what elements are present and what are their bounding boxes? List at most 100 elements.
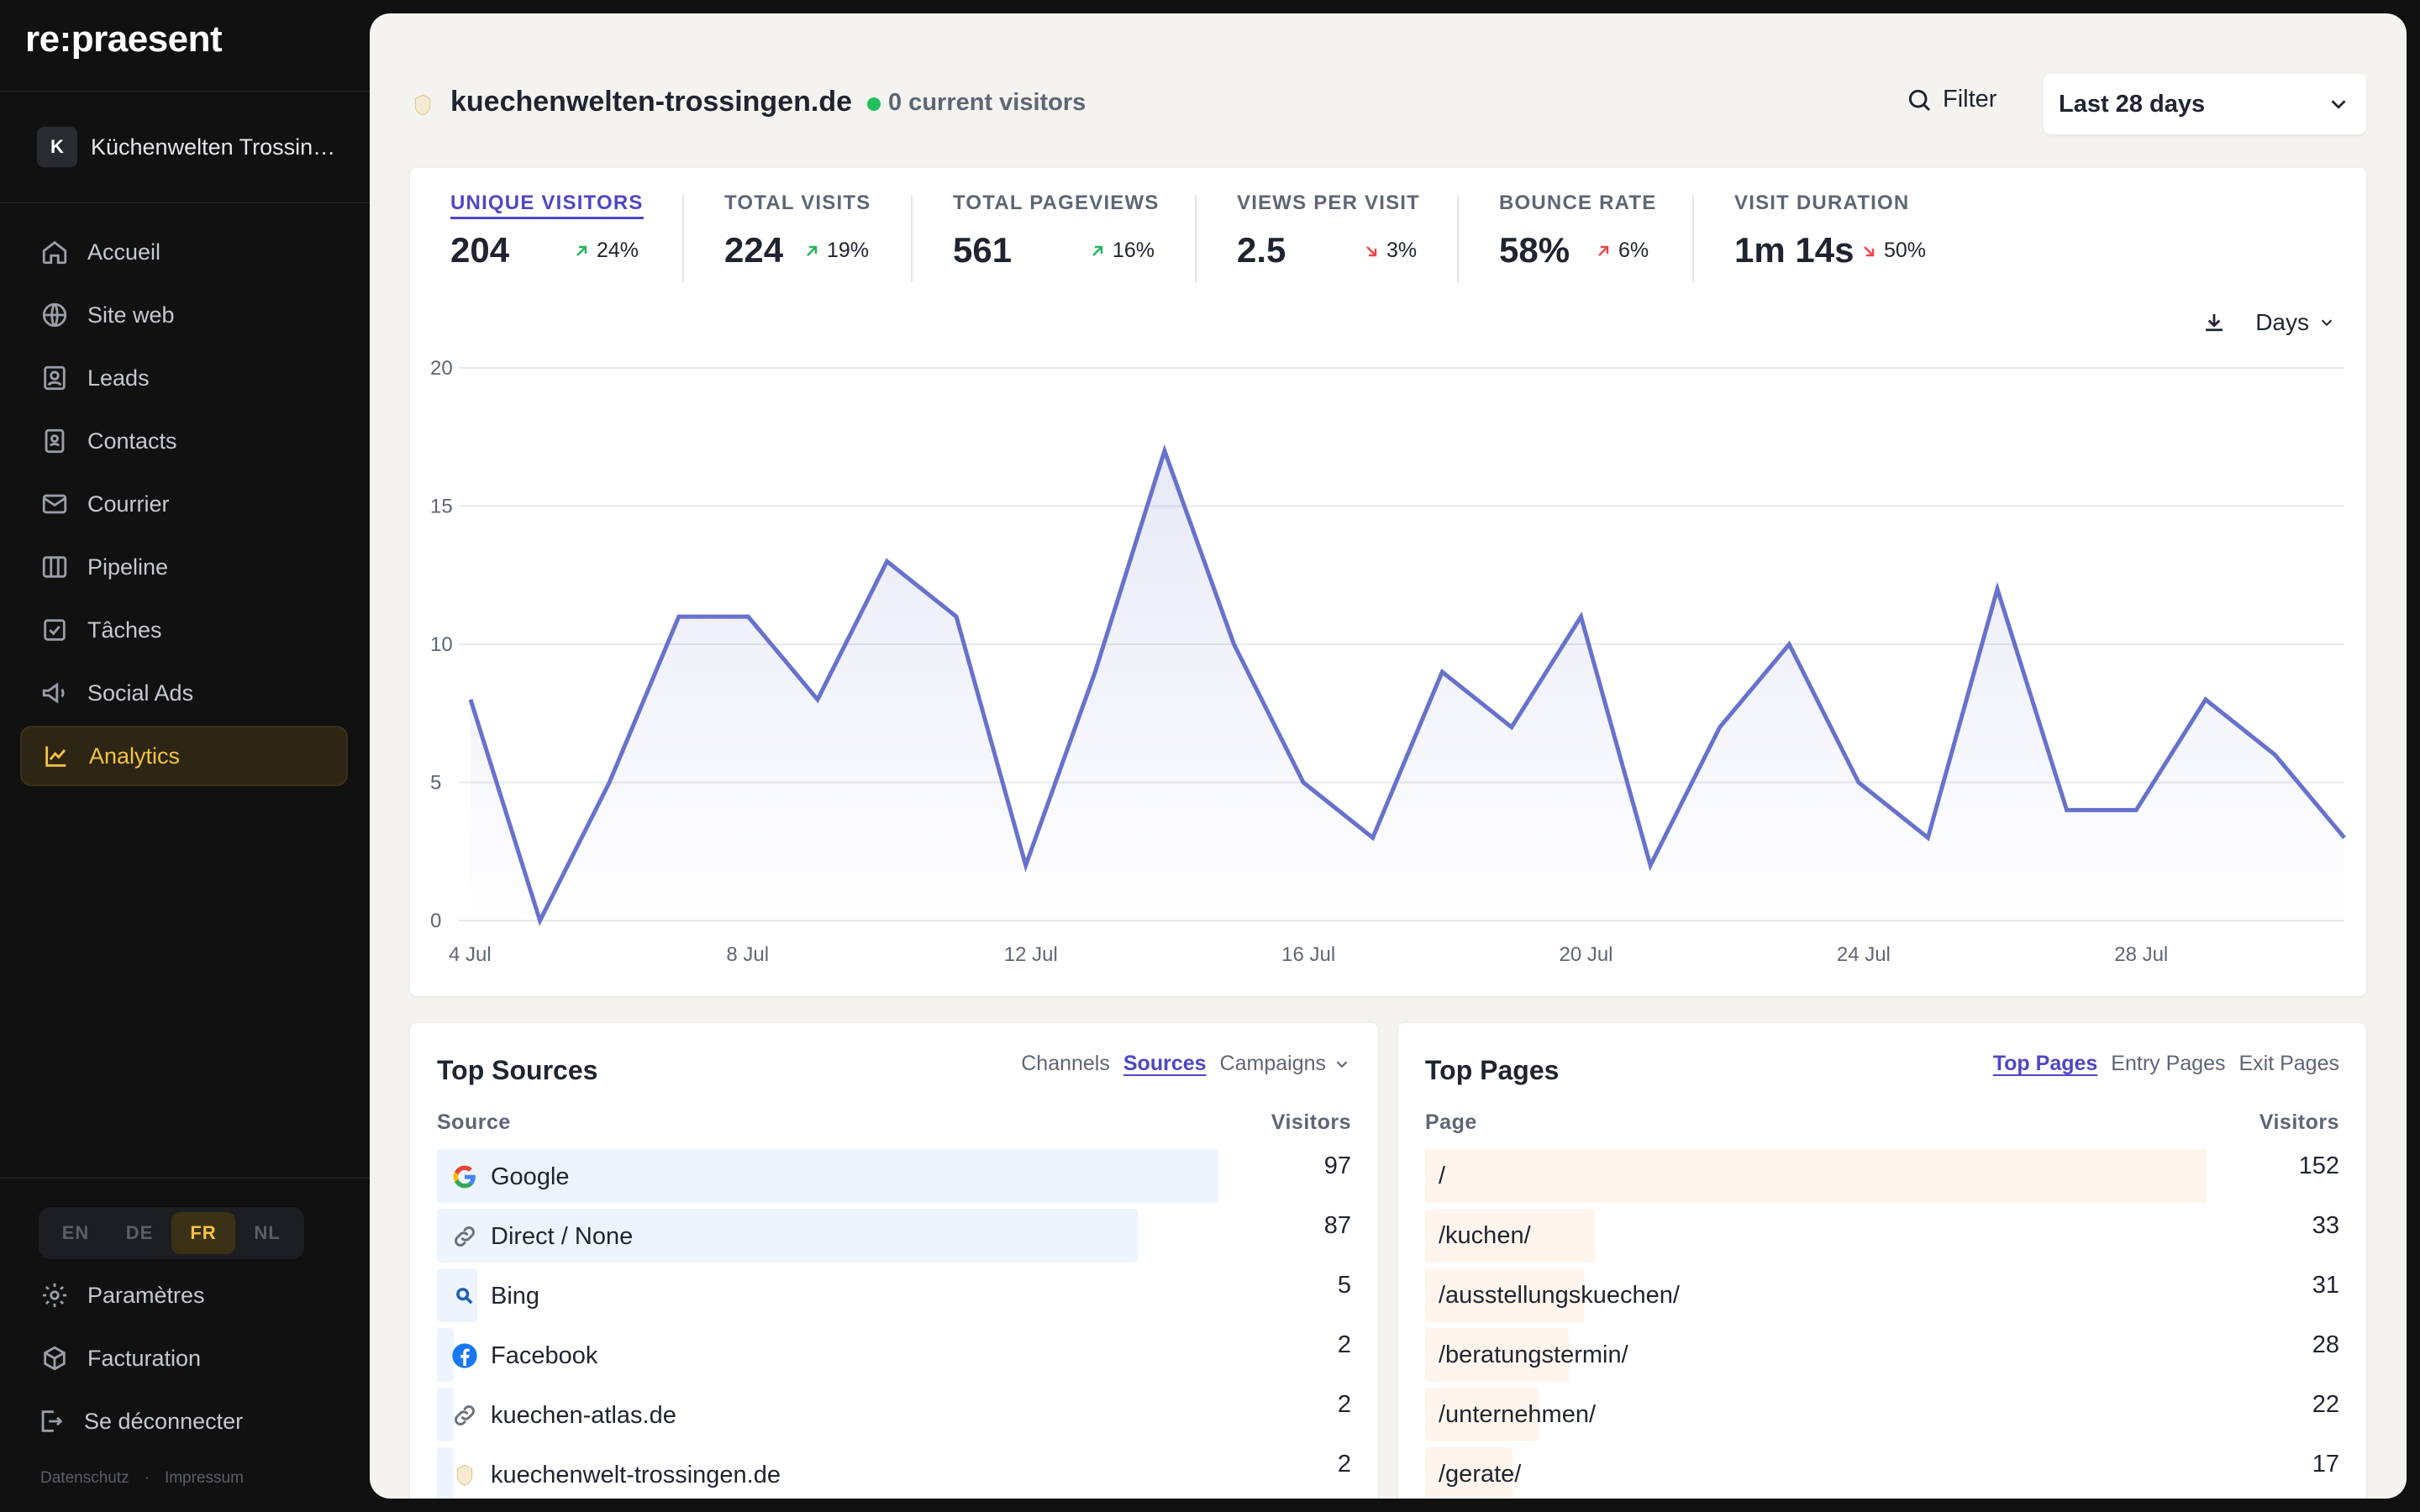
link-icon [450, 1401, 479, 1430]
nav-item-accueil[interactable]: Accueil [20, 222, 348, 282]
source-label: Google [450, 1163, 570, 1191]
arrow-up-right-icon [576, 245, 587, 256]
imprint-link[interactable]: Impressum [164, 1469, 244, 1487]
page-row[interactable]: /beratungstermin/28 [1425, 1328, 2339, 1382]
page-row[interactable]: /kuchen/33 [1425, 1209, 2339, 1263]
lang-nl[interactable]: NL [254, 1222, 281, 1243]
tab-entry-pages[interactable]: Entry Pages [2111, 1052, 2226, 1075]
tab-sources[interactable]: Sources [1123, 1052, 1207, 1075]
arrow-up-right-icon [1092, 245, 1103, 256]
nav-item-courrier[interactable]: Courrier [20, 474, 348, 534]
source-row[interactable]: kuechenwelt-trossingen.de 2 [437, 1447, 1351, 1499]
source-bar [437, 1447, 454, 1499]
page-row[interactable]: /gerate/17 [1425, 1447, 2339, 1499]
page-row[interactable]: /unternehmen/22 [1425, 1388, 2339, 1441]
metric-change-value: 50% [1884, 239, 1927, 262]
settings-link[interactable]: Paramètres [40, 1281, 205, 1310]
page-bar [1425, 1149, 2207, 1203]
package-icon [44, 1346, 66, 1371]
page-row[interactable]: / 152 [1425, 1149, 2339, 1203]
metric-change: 16% [1087, 239, 1155, 263]
page-label-text: /ausstellungskuechen/ [1439, 1282, 1680, 1309]
footer-separator: · [144, 1469, 150, 1487]
link-icon [450, 1222, 479, 1251]
y-tick-label: 20 [430, 357, 453, 380]
page-visitors-value: 17 [2312, 1451, 2339, 1478]
page-visitors-value: 33 [2312, 1212, 2339, 1239]
source-label: Facebook [450, 1341, 597, 1370]
nav-item-site-web[interactable]: Site web [20, 285, 348, 345]
nav-item-analytics[interactable]: Analytics [20, 726, 348, 786]
privacy-link[interactable]: Datenschutz [40, 1469, 129, 1487]
page-label-text: /beratungstermin/ [1439, 1341, 1628, 1368]
download-icon[interactable] [2202, 310, 2227, 335]
source-row[interactable]: Google 97 [437, 1149, 1351, 1203]
source-row[interactable]: Facebook 2 [437, 1328, 1351, 1382]
y-tick-label: 10 [430, 633, 453, 656]
source-row[interactable]: Bing 5 [437, 1268, 1351, 1322]
metric-bounce-rate[interactable]: BOUNCE RATE 58% 6% [1499, 192, 1656, 284]
source-label: Direct / None [450, 1222, 633, 1251]
globe-icon [42, 302, 67, 328]
lang-de[interactable]: DE [125, 1222, 154, 1243]
mail-icon [42, 494, 67, 514]
source-visitors-value: 87 [1323, 1212, 1351, 1239]
arrow-down-right-icon [1366, 245, 1377, 256]
lang-en[interactable]: EN [61, 1222, 90, 1243]
x-tick-label: 8 Jul [726, 943, 769, 966]
x-tick-label: 20 Jul [1559, 943, 1612, 966]
tab-channels[interactable]: Channels [1021, 1052, 1110, 1075]
source-bar [437, 1209, 1139, 1263]
page-label: /unternehmen/ [1439, 1401, 1596, 1429]
metric-value: 1m 14s [1734, 230, 1854, 270]
main-panel: kuechenwelten-trossingen.de 0 current vi… [370, 13, 2407, 1499]
metric-label: VIEWS PER VISIT [1237, 192, 1421, 214]
metric-views-per-visit[interactable]: VIEWS PER VISIT 2.5 3% [1237, 192, 1420, 284]
brand-logo[interactable]: re:praesent [25, 18, 223, 60]
tab-exit-pages[interactable]: Exit Pages [2238, 1052, 2339, 1075]
tab-campaigns[interactable]: Campaigns [1220, 1052, 1351, 1076]
current-visitors[interactable]: 0 current visitors [888, 89, 1086, 116]
metric-change: 24% [571, 239, 639, 263]
top-pages-panel: Top Pages Top Pages Entry Pages Exit Pag… [1398, 1023, 2366, 1499]
logout-link[interactable]: Se déconnecter [37, 1407, 243, 1436]
metric-change: 3% [1361, 239, 1417, 263]
metric-unique-visitors[interactable]: UNIQUE VISITORS 204 24% [450, 192, 644, 284]
top-sources-panel: Top Sources Channels Sources Campaigns S… [410, 1023, 1378, 1499]
period-value: Last 28 days [2059, 90, 2206, 118]
lang-fr[interactable]: FR [171, 1212, 235, 1254]
nav-item-pipeline[interactable]: Pipeline [20, 537, 348, 597]
metric-total-pageviews[interactable]: TOTAL PAGEVIEWS 561 16% [953, 192, 1160, 284]
nav-label: Tâches [87, 617, 162, 643]
nav-item-social-ads[interactable]: Social Ads [20, 663, 348, 723]
site-domain[interactable]: kuechenwelten-trossingen.de [450, 86, 852, 118]
source-row[interactable]: kuechen-atlas.de 2 [437, 1388, 1351, 1441]
nav-item-leads[interactable]: Leads [20, 348, 348, 408]
page-bar [1425, 1447, 1512, 1499]
metric-total-visits[interactable]: TOTAL VISITS 224 19% [724, 192, 871, 284]
source-label-text: kuechen-atlas.de [491, 1401, 676, 1429]
page-label: /kuchen/ [1439, 1222, 1531, 1250]
source-row[interactable]: Direct / None 87 [437, 1209, 1351, 1263]
nav-item-contacts[interactable]: Contacts [20, 411, 348, 471]
interval-select[interactable]: Days [2255, 309, 2336, 336]
live-status-dot [867, 97, 881, 111]
period-select[interactable]: Last 28 days [2044, 74, 2366, 134]
filter-button[interactable]: Filter [1906, 86, 1996, 113]
metric-divider [1692, 195, 1694, 282]
nav-item-taches[interactable]: Tâches [20, 600, 348, 660]
page-row[interactable]: /ausstellungskuechen/31 [1425, 1268, 2339, 1322]
page-visitors-value: 22 [2312, 1391, 2339, 1418]
analytics-header: kuechenwelten-trossingen.de 0 current vi… [370, 13, 2407, 156]
page-label: /gerate/ [1439, 1461, 1521, 1488]
metric-visit-duration[interactable]: VISIT DURATION 1m 14s 50% [1734, 192, 1926, 284]
billing-label: Facturation [87, 1345, 202, 1371]
language-switcher: EN DE FR NL [39, 1207, 304, 1259]
organization-switcher[interactable]: K Küchenwelten Trossingen [0, 91, 370, 203]
metric-change-value: 6% [1618, 239, 1649, 262]
tab-top-pages[interactable]: Top Pages [1992, 1052, 2098, 1075]
bing-search-icon [450, 1282, 479, 1310]
page-label: /ausstellungskuechen/ [1439, 1282, 1680, 1310]
billing-link[interactable]: Facturation [40, 1344, 201, 1373]
metric-change-value: 3% [1386, 239, 1418, 262]
